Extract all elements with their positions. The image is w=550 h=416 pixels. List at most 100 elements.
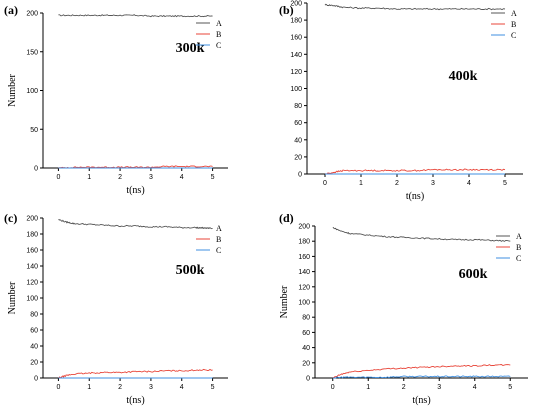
axis-frame — [42, 218, 228, 379]
x-tick-label: 2 — [118, 384, 122, 391]
y-tick-label: 20 — [30, 360, 38, 367]
x-axis-label: t(ns) — [126, 395, 144, 406]
chart-title: 600k — [459, 267, 488, 282]
x-tick-label: 2 — [402, 384, 406, 391]
y-tick-label: 200 — [26, 216, 38, 223]
y-tick-label: 200 — [298, 224, 310, 231]
y-tick-label: 60 — [30, 328, 38, 335]
legend-label-b: B — [516, 243, 521, 252]
panel-label: (d) — [279, 211, 294, 225]
y-tick-label: 40 — [30, 344, 38, 351]
y-tick-label: 20 — [302, 360, 310, 367]
x-tick-label: 0 — [56, 384, 60, 391]
panel-label: (c) — [4, 211, 17, 225]
y-tick-label: 180 — [26, 232, 38, 239]
y-tick-label: 20 — [294, 154, 302, 161]
panel-label: (b) — [279, 3, 294, 17]
y-tick-label: 160 — [290, 35, 302, 42]
axis-frame — [42, 13, 228, 169]
panel-label: (a) — [4, 3, 18, 17]
x-tick-label: 0 — [331, 384, 335, 391]
x-tick-label: 0 — [56, 174, 60, 181]
x-tick-label: 4 — [473, 384, 477, 391]
legend-label-c: C — [511, 31, 516, 40]
series-line-a — [324, 3, 506, 11]
y-tick-label: 140 — [26, 264, 38, 271]
legend-label-b: B — [216, 235, 221, 244]
series-line-b — [58, 165, 213, 169]
y-tick-label: 80 — [30, 312, 38, 319]
y-tick-label: 150 — [26, 49, 38, 56]
y-tick-label: 140 — [298, 269, 310, 276]
x-tick-label: 3 — [149, 174, 153, 181]
y-tick-label: 0 — [34, 166, 38, 173]
x-tick-label: 3 — [149, 384, 153, 391]
y-axis-label: Number — [279, 285, 290, 318]
y-tick-label: 80 — [302, 315, 310, 322]
legend-label-c: C — [216, 246, 221, 255]
x-tick-label: 4 — [180, 174, 184, 181]
legend-label-a: A — [511, 9, 517, 18]
y-tick-label: 100 — [26, 88, 38, 95]
series-line-b — [324, 168, 506, 175]
chart-panel-c: 0 1 2 3 4 5 0 20 40 60 80 100 120 140 160 180 200 t(ns) Nu… — [4, 211, 228, 406]
x-tick-label: 3 — [437, 384, 441, 391]
y-tick-label: 100 — [290, 86, 302, 93]
x-tick-label: 4 — [180, 384, 184, 391]
axis-frame — [306, 3, 523, 175]
y-tick-label: 120 — [26, 280, 38, 287]
x-axis-label: t(ns) — [412, 395, 430, 406]
y-tick-label: 160 — [26, 248, 38, 255]
y-tick-label: 140 — [290, 52, 302, 59]
y-tick-label: 50 — [30, 127, 38, 134]
legend-label-a: A — [216, 19, 222, 28]
y-tick-label: 180 — [290, 18, 302, 25]
y-axis-label: Number — [7, 73, 18, 106]
y-tick-label: 100 — [298, 300, 310, 307]
x-tick-label: 5 — [211, 384, 215, 391]
series-line-a — [332, 226, 511, 242]
x-tick-label: 1 — [359, 180, 363, 187]
series-line-b — [332, 364, 511, 379]
legend-label-b: B — [216, 30, 221, 39]
y-tick-label: 0 — [306, 376, 310, 383]
chart-title: 300k — [176, 41, 205, 56]
y-tick-label: 180 — [298, 239, 310, 246]
y-tick-label: 160 — [298, 254, 310, 261]
legend-label-a: A — [216, 224, 222, 233]
y-tick-label: 200 — [26, 11, 38, 18]
legend-label-b: B — [511, 20, 516, 29]
y-tick-label: 0 — [34, 376, 38, 383]
x-tick-label: 5 — [508, 384, 512, 391]
chart-title: 500k — [176, 263, 205, 278]
x-axis-label: t(ns) — [406, 191, 424, 202]
legend-label-c: C — [516, 254, 521, 263]
y-tick-label: 200 — [290, 1, 302, 8]
x-tick-label: 5 — [211, 174, 215, 181]
y-tick-label: 80 — [294, 103, 302, 110]
series-line-b — [58, 368, 213, 379]
y-tick-label: 100 — [26, 296, 38, 303]
series-line-a — [58, 218, 213, 230]
legend-label-a: A — [516, 232, 522, 241]
y-tick-label: 40 — [294, 137, 302, 144]
y-tick-label: 60 — [294, 120, 302, 127]
x-tick-label: 4 — [467, 180, 471, 187]
series-line-a — [58, 14, 213, 18]
y-tick-label: 40 — [302, 345, 310, 352]
series-line-c — [332, 375, 511, 379]
y-tick-label: 0 — [298, 172, 302, 179]
y-tick-label: 60 — [302, 330, 310, 337]
axis-frame — [314, 226, 528, 379]
x-tick-label: 3 — [431, 180, 435, 187]
y-tick-label: 120 — [298, 284, 310, 291]
x-tick-label: 0 — [323, 180, 327, 187]
x-tick-label: 1 — [366, 384, 370, 391]
x-tick-label: 1 — [87, 174, 91, 181]
y-axis-label: Number — [7, 281, 18, 314]
x-axis-label: t(ns) — [126, 185, 144, 196]
x-tick-label: 2 — [395, 180, 399, 187]
chart-title: 400k — [449, 69, 478, 84]
legend-label-c: C — [216, 41, 221, 50]
